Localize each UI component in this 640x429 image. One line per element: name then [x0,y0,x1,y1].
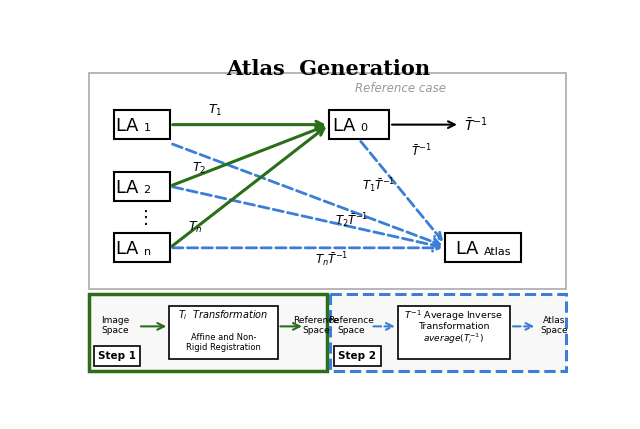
FancyBboxPatch shape [114,172,170,201]
FancyBboxPatch shape [90,294,327,371]
Text: Atlas: Atlas [484,247,511,257]
Text: Transformation: Transformation [418,322,490,331]
Text: $\bar{T}^{-1}$: $\bar{T}^{-1}$ [463,115,488,134]
Text: 2: 2 [143,185,150,195]
Text: $T_2$: $T_2$ [193,161,207,176]
Text: $T_1$: $T_1$ [208,103,222,118]
Text: Affine and Non-
Rigid Registration: Affine and Non- Rigid Registration [186,332,261,352]
Text: Atlas  Generation: Atlas Generation [226,59,430,79]
FancyBboxPatch shape [90,73,566,289]
Text: Step 1: Step 1 [98,351,136,361]
FancyBboxPatch shape [94,346,140,366]
Text: $average(T_i^{-1})$: $average(T_i^{-1})$ [423,331,484,346]
FancyBboxPatch shape [445,233,521,263]
Text: Step 2: Step 2 [339,351,376,361]
Text: $\mathrm{LA}$: $\mathrm{LA}$ [115,179,140,197]
Text: $\mathrm{LA}$: $\mathrm{LA}$ [115,240,140,258]
FancyBboxPatch shape [397,305,510,360]
Text: Reference
Space: Reference Space [328,316,374,335]
Text: 1: 1 [143,124,150,133]
Text: Atlas
Space: Atlas Space [541,316,568,335]
FancyBboxPatch shape [329,110,389,139]
Text: $\mathrm{LA}$: $\mathrm{LA}$ [455,240,479,258]
Text: $\bar{T}^{-1}$: $\bar{T}^{-1}$ [411,143,431,160]
Text: $T_1\bar{T}^{-1}$: $T_1\bar{T}^{-1}$ [362,177,395,196]
Text: Image
Space: Image Space [100,316,129,335]
FancyBboxPatch shape [114,233,170,263]
FancyBboxPatch shape [334,346,381,366]
Text: $\mathrm{LA}$: $\mathrm{LA}$ [115,117,140,135]
Text: $\vdots$: $\vdots$ [136,208,148,227]
Text: $T_n$: $T_n$ [189,220,203,235]
FancyBboxPatch shape [169,305,278,360]
Text: $T_n\bar{T}^{-1}$: $T_n\bar{T}^{-1}$ [315,250,349,269]
Text: $T_2\bar{T}^{-1}$: $T_2\bar{T}^{-1}$ [335,211,368,230]
Text: $T_i$  Transformation: $T_i$ Transformation [178,308,269,322]
Text: 0: 0 [360,124,367,133]
Text: $T^{-1}$ Average Inverse: $T^{-1}$ Average Inverse [404,308,503,323]
Text: n: n [143,247,150,257]
FancyBboxPatch shape [114,110,170,139]
FancyBboxPatch shape [330,294,566,371]
Text: Reference case: Reference case [355,82,446,95]
Text: Reference
Space: Reference Space [293,316,339,335]
Text: $\mathrm{LA}$: $\mathrm{LA}$ [332,117,356,135]
